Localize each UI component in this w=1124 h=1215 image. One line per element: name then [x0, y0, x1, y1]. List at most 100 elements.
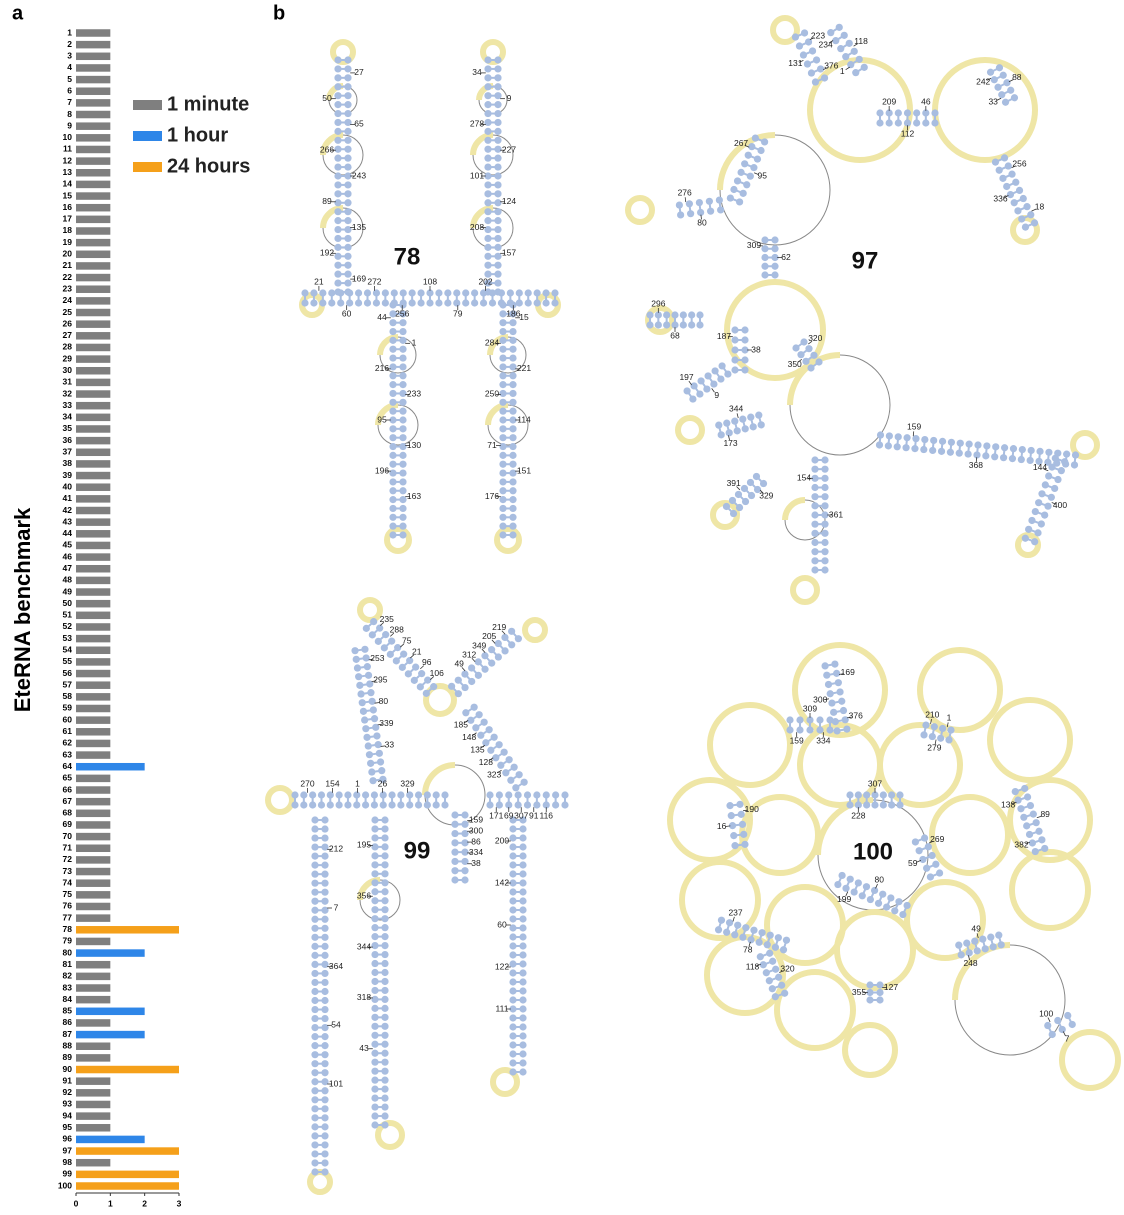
nucleotide	[321, 934, 328, 941]
nucleotide-index: 250	[485, 389, 499, 399]
nucleotide	[461, 811, 468, 818]
y-tick-label: 53	[63, 633, 73, 643]
nucleotide	[389, 461, 396, 468]
bar	[76, 1124, 110, 1132]
nucleotide	[987, 69, 994, 76]
nucleotide-index: 278	[470, 119, 484, 129]
nucleotide	[796, 726, 803, 733]
nucleotide	[736, 198, 743, 205]
nucleotide	[467, 717, 474, 724]
nucleotide	[688, 311, 695, 318]
nucleotide-index: 60	[497, 919, 507, 929]
nucleotide	[309, 801, 316, 808]
nucleotide	[1001, 444, 1008, 451]
nucleotide	[381, 906, 388, 913]
nucleotide	[903, 902, 910, 909]
nucleotide	[1052, 455, 1059, 462]
nucleotide	[1001, 154, 1008, 161]
nucleotide	[921, 436, 928, 443]
nucleotide-index: 185	[454, 719, 468, 729]
nucleotide	[509, 531, 516, 538]
nucleotide	[389, 408, 396, 415]
nucleotide	[334, 163, 341, 170]
nucleotide-index: 312	[462, 650, 476, 660]
nucleotide	[922, 721, 929, 728]
bar	[76, 728, 110, 736]
nucleotide	[489, 299, 496, 306]
nucleotide	[646, 311, 653, 318]
nucleotide	[311, 1087, 318, 1094]
y-tick-label: 1	[67, 27, 72, 37]
nucleotide	[826, 726, 833, 733]
nucleotide	[928, 852, 935, 859]
y-tick-label: 55	[63, 656, 73, 666]
bar	[76, 1159, 110, 1167]
nucleotide	[455, 677, 462, 684]
nucleotide-index: 269	[930, 834, 944, 844]
nucleotide	[703, 385, 710, 392]
y-tick-label: 91	[63, 1075, 73, 1085]
nucleotide	[381, 1041, 388, 1048]
nucleotide-index: 266	[320, 144, 334, 154]
nucleotide	[311, 997, 318, 1004]
nucleotide	[417, 299, 424, 306]
nucleotide	[1028, 447, 1035, 454]
nucleotide	[484, 92, 491, 99]
nucleotide	[525, 299, 532, 306]
y-tick-label: 18	[63, 225, 73, 235]
bar	[76, 76, 110, 84]
nucleotide	[311, 853, 318, 860]
nucleotide	[767, 932, 774, 939]
nucleotide	[389, 452, 396, 459]
nucleotide	[381, 951, 388, 958]
nucleotide	[311, 1033, 318, 1040]
nucleotide	[1038, 520, 1045, 527]
nucleotide	[499, 399, 506, 406]
nucleotide	[519, 987, 526, 994]
nucleotide-index: 101	[329, 1078, 343, 1088]
nucleotide-index: 234	[819, 39, 833, 49]
bar	[76, 297, 110, 305]
bar	[76, 833, 110, 841]
nucleotide	[739, 821, 746, 828]
nucleotide	[371, 978, 378, 985]
nucleotide	[371, 951, 378, 958]
bar	[76, 216, 110, 224]
nucleotide-index: 7	[1065, 1034, 1070, 1044]
nucleotide	[381, 843, 388, 850]
nucleotide	[945, 736, 952, 743]
nucleotide	[519, 1014, 526, 1021]
nucleotide	[381, 825, 388, 832]
nucleotide	[496, 801, 503, 808]
nucleotide	[1022, 535, 1029, 542]
y-tick-label: 12	[63, 155, 73, 165]
index-tick	[733, 917, 734, 922]
nucleotide	[723, 929, 730, 936]
nucleotide	[1023, 822, 1030, 829]
nucleotide	[334, 199, 341, 206]
nucleotide	[509, 1050, 516, 1057]
nucleotide	[1011, 199, 1018, 206]
nucleotide	[487, 747, 494, 754]
nucleotide	[484, 137, 491, 144]
nucleotide	[381, 1121, 388, 1128]
nucleotide	[444, 299, 451, 306]
nucleotide-index: 1	[840, 66, 845, 76]
bar	[76, 181, 110, 189]
nucleotide	[389, 337, 396, 344]
nucleotide-index: 334	[816, 735, 830, 745]
nucleotide	[519, 879, 526, 886]
nucleotide-index: 135	[352, 222, 366, 232]
nucleotide	[837, 45, 844, 52]
nucleotide	[750, 423, 757, 430]
nucleotide	[499, 434, 506, 441]
nucleotide	[319, 289, 326, 296]
nucleotide	[561, 791, 568, 798]
bar	[76, 821, 110, 829]
y-tick-label: 97	[63, 1145, 73, 1155]
nucleotide	[399, 416, 406, 423]
nucleotide-index: 197	[679, 372, 693, 382]
nucleotide	[380, 791, 387, 798]
nucleotide	[646, 321, 653, 328]
nucleotide	[509, 434, 516, 441]
